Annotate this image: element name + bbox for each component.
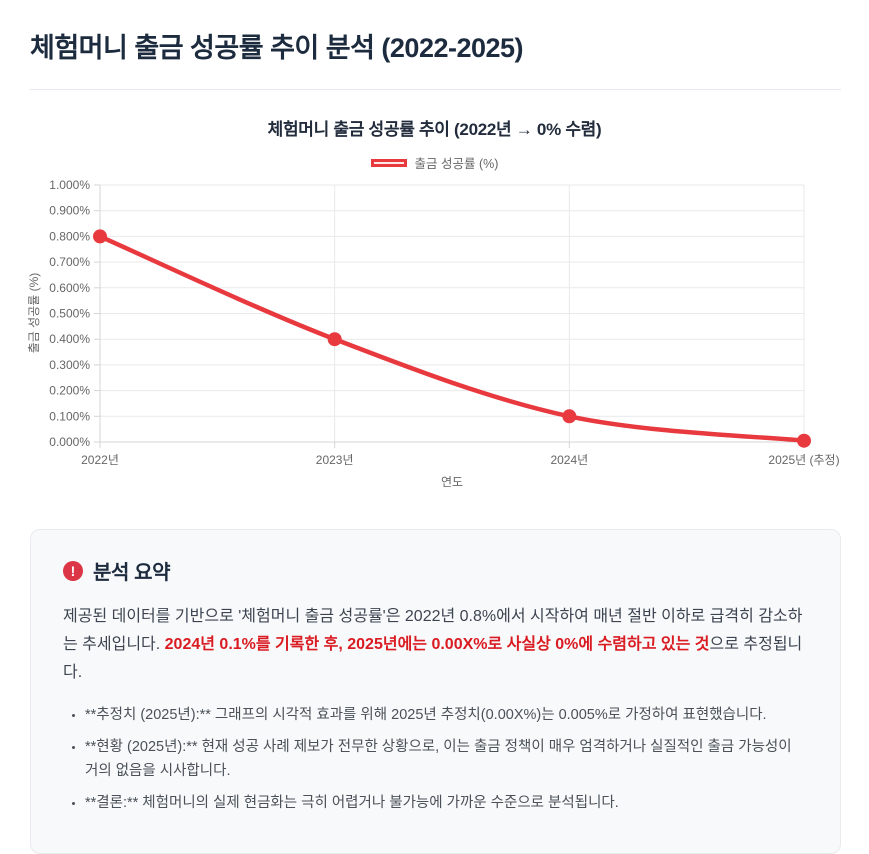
series-line: [97, 234, 807, 443]
chart-section: 체험머니 출금 성공률 추이 (2022년 → 0% 수렴) 출금 성공률 (%…: [0, 115, 869, 493]
y-tick-label: 0.600%: [49, 281, 90, 295]
summary-bullet-item: **추정치 (2025년):** 그래프의 시각적 효과를 위해 2025년 추…: [85, 703, 808, 728]
y-axis-title: 출금 성공률 (%): [27, 273, 41, 354]
y-tick-label: 0.100%: [49, 409, 90, 423]
data-point: [562, 409, 577, 424]
x-tick-label: 2025년 (추정): [768, 453, 839, 467]
chart-title: 체험머니 출금 성공률 추이 (2022년 → 0% 수렴): [267, 120, 602, 139]
summary-bullet-item: **현황 (2025년):** 현재 성공 사례 제보가 전무한 상황으로, 이…: [85, 735, 808, 784]
summary-bullet-item: **결론:** 체험머니의 실제 현금화는 극히 어렵거나 불가능에 가까운 수…: [85, 791, 808, 816]
summary-text-normal-2: 으로 추정됩니다.: [63, 636, 803, 681]
alert-circle-icon: !: [63, 560, 83, 581]
line-chart: 0.000% 0.100% 0.200% 0.300% 0.400% 0.500% 0.60…: [27, 178, 840, 489]
data-point: [93, 229, 107, 244]
summary-title: 분석 요약: [93, 562, 171, 584]
summary-text-highlight: 2024년 0.1%를 기록한 후, 2025년에는 0.00X%로 사실상 0…: [164, 636, 710, 653]
data-point: [327, 332, 342, 347]
y-tick-label: 0.000%: [49, 435, 90, 449]
chart-legend[interactable]: 출금 성공률 (%): [0, 153, 869, 172]
summary-bullet-list: **추정치 (2025년):** 그래프의 시각적 효과를 위해 2025년 추…: [63, 703, 808, 816]
legend-label: 출금 성공률 (%): [414, 157, 499, 171]
y-tick-label: 0.900%: [49, 204, 90, 218]
x-tick-label: 2024년: [550, 453, 588, 467]
y-tick-label: 0.700%: [49, 255, 90, 269]
page-title: 체험머니 출금 성공률 추이 분석 (2022-2025): [30, 26, 841, 90]
y-tick-label: 0.500%: [49, 307, 90, 321]
data-point: [797, 433, 811, 448]
y-tick-label: 1.000%: [49, 178, 90, 192]
x-tick-label: 2023년: [316, 453, 354, 467]
summary-header: ! 분석 요약: [63, 556, 808, 585]
x-axis-title: 연도: [441, 475, 463, 489]
y-tick-label: 0.400%: [49, 332, 90, 346]
summary-paragraph: 제공된 데이터를 기반으로 '체험머니 출금 성공률'은 2022년 0.8%에…: [63, 603, 808, 687]
y-tick-label: 0.300%: [49, 358, 90, 372]
x-tick-label: 2022년: [81, 453, 119, 467]
legend-swatch: [370, 158, 407, 167]
summary-text-normal-1: 제공된 데이터를 기반으로 '체험머니 출금 성공률'은 2022년 0.8%에…: [63, 608, 803, 653]
y-tick-label: 0.800%: [49, 229, 90, 243]
analysis-summary-card: ! 분석 요약 제공된 데이터를 기반으로 '체험머니 출금 성공률'은 202…: [30, 529, 841, 854]
y-tick-label: 0.200%: [49, 384, 90, 398]
